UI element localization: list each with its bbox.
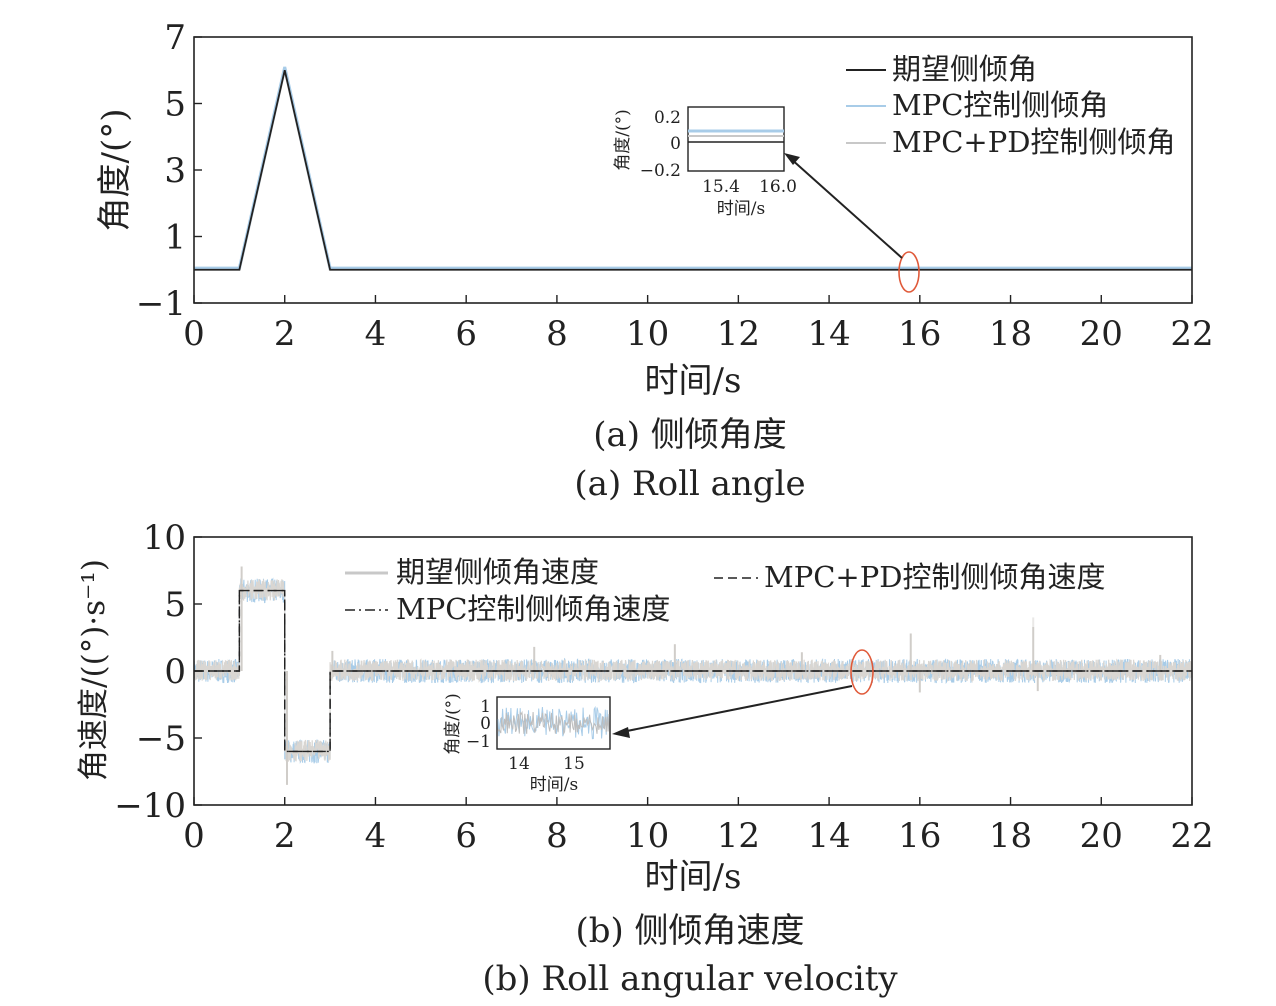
y-tick-label: 1 xyxy=(164,218,186,258)
y-ticks-a: −1 1 3 5 7 xyxy=(136,18,202,324)
y-tick-label: 10 xyxy=(143,518,186,558)
legend-b: 期望侧倾角速度 MPC控制侧倾角速度 MPC+PD控制侧倾角速度 xyxy=(340,555,1130,627)
x-tick-label: 14 xyxy=(807,314,850,354)
x-tick-label: 2 xyxy=(274,314,296,354)
series-line-b-1 xyxy=(194,589,1192,753)
x-tick-label: 14 xyxy=(807,816,850,856)
caption-cn-b: (b) 侧倾角速度 xyxy=(575,911,804,951)
y-tick-label: −5 xyxy=(136,719,186,759)
inset-a: 0.2 0 −0.2 15.4 16.0 时间/s 角度/(°) xyxy=(613,106,797,219)
zoom-marker-a xyxy=(898,251,920,293)
y-tick-label: 5 xyxy=(164,85,186,125)
caption-en-a: (a) Roll angle xyxy=(574,464,805,504)
x-tick-label: 0 xyxy=(183,314,205,354)
x-tick-label: 8 xyxy=(546,314,568,354)
x-ticks-b: 0 2 4 6 8 10 12 14 16 18 20 22 xyxy=(183,797,1214,856)
x-axis-label-a: 时间/s xyxy=(645,361,742,401)
inset-xtick-a-1: 16.0 xyxy=(759,177,797,197)
inset-ytick-b-1: 0 xyxy=(480,714,491,734)
inset-line-mpc-pd-b xyxy=(497,710,610,736)
y-axis-label-a: 角度/(°) xyxy=(95,109,135,232)
zoom-arrowhead-b xyxy=(612,727,630,738)
x-tick-label: 0 xyxy=(183,816,205,856)
zoom-marker-b xyxy=(850,649,874,695)
legend-label-mpc-pd: MPC+PD控制侧倾角 xyxy=(892,125,1175,159)
y-tick-label: 5 xyxy=(164,585,186,625)
legend-a: 期望侧倾角 MPC控制侧倾角 MPC+PD控制侧倾角 xyxy=(846,52,1175,159)
y-ticks-b: 10 5 0 −5 −10 xyxy=(114,518,202,826)
inset-ytick-b-0: 1 xyxy=(480,697,491,717)
legend-label-mpc-rate: MPC控制侧倾角速度 xyxy=(396,592,670,626)
y-tick-label: −1 xyxy=(136,284,186,324)
legend-label-desired: 期望侧倾角 xyxy=(892,52,1037,86)
inset-b: 1 0 −1 14 15 时间/s 角度/(°) xyxy=(443,693,611,795)
inset-xlabel-b: 时间/s xyxy=(530,775,578,795)
inset-ytick-a-0: 0.2 xyxy=(654,108,681,128)
series-group-a xyxy=(194,66,1192,271)
series-line-b-2 xyxy=(194,589,1192,753)
x-tick-label: 20 xyxy=(1080,816,1123,856)
y-tick-label: 3 xyxy=(164,151,186,191)
x-tick-label: 16 xyxy=(898,816,941,856)
inset-xlabel-a: 时间/s xyxy=(717,199,765,219)
zoom-arrow-a xyxy=(789,157,903,259)
inset-xtick-b-0: 14 xyxy=(508,754,530,774)
x-tick-label: 12 xyxy=(717,314,760,354)
x-ticks-a: 0 2 4 6 8 10 12 14 16 18 20 22 xyxy=(183,295,1214,354)
inset-ytick-a-2: −0.2 xyxy=(640,161,681,181)
legend-label-mpc-pd-rate: MPC+PD控制侧倾角速度 xyxy=(764,560,1105,594)
x-tick-label: 4 xyxy=(365,314,387,354)
x-tick-label: 4 xyxy=(365,816,387,856)
y-tick-label: −10 xyxy=(114,786,186,826)
inset-ylabel-b: 角度/(°) xyxy=(443,693,463,755)
inset-xtick-b-1: 15 xyxy=(563,754,585,774)
x-tick-label: 8 xyxy=(546,816,568,856)
x-tick-label: 22 xyxy=(1170,314,1213,354)
x-tick-label: 6 xyxy=(455,816,477,856)
inset-ytick-a-1: 0 xyxy=(670,134,681,154)
inset-ylabel-a: 角度/(°) xyxy=(613,109,633,171)
x-tick-label: 2 xyxy=(274,816,296,856)
x-tick-label: 10 xyxy=(626,816,669,856)
y-axis-label-b: 角速度/((°)·s⁻¹) xyxy=(76,559,112,781)
x-tick-label: 18 xyxy=(989,314,1032,354)
x-tick-label: 18 xyxy=(989,816,1032,856)
legend-bg-b xyxy=(340,557,1130,627)
legend-label-desired-rate: 期望侧倾角速度 xyxy=(396,555,599,589)
series-line-a-1 xyxy=(194,66,1192,270)
y-tick-label: 7 xyxy=(164,18,186,58)
zoom-arrow-b xyxy=(621,685,853,733)
x-tick-label: 16 xyxy=(898,314,941,354)
chart-a: 0 2 4 6 8 10 12 14 16 18 20 22 −1 1 3 5 7 时间/s 角度/(°) (… xyxy=(95,18,1214,504)
x-tick-label: 20 xyxy=(1080,314,1123,354)
series-line-a-0 xyxy=(194,70,1192,271)
series-group-b xyxy=(193,566,1193,785)
series-line-b-desired-noise xyxy=(193,579,1193,763)
x-tick-label: 22 xyxy=(1170,816,1213,856)
inset-plot-area-a xyxy=(687,106,785,172)
x-tick-label: 12 xyxy=(717,816,760,856)
x-axis-label-b: 时间/s xyxy=(645,857,742,897)
inset-ytick-b-2: −1 xyxy=(466,732,491,752)
x-tick-label: 10 xyxy=(626,314,669,354)
x-tick-label: 6 xyxy=(455,314,477,354)
y-tick-label: 0 xyxy=(164,652,186,692)
legend-label-mpc: MPC控制侧倾角 xyxy=(892,88,1108,122)
caption-cn-a: (a) 侧倾角度 xyxy=(593,415,787,455)
caption-en-b: (b) Roll angular velocity xyxy=(482,959,898,999)
inset-xtick-a-0: 15.4 xyxy=(702,177,740,197)
zoom-arrowhead-a xyxy=(784,153,800,165)
